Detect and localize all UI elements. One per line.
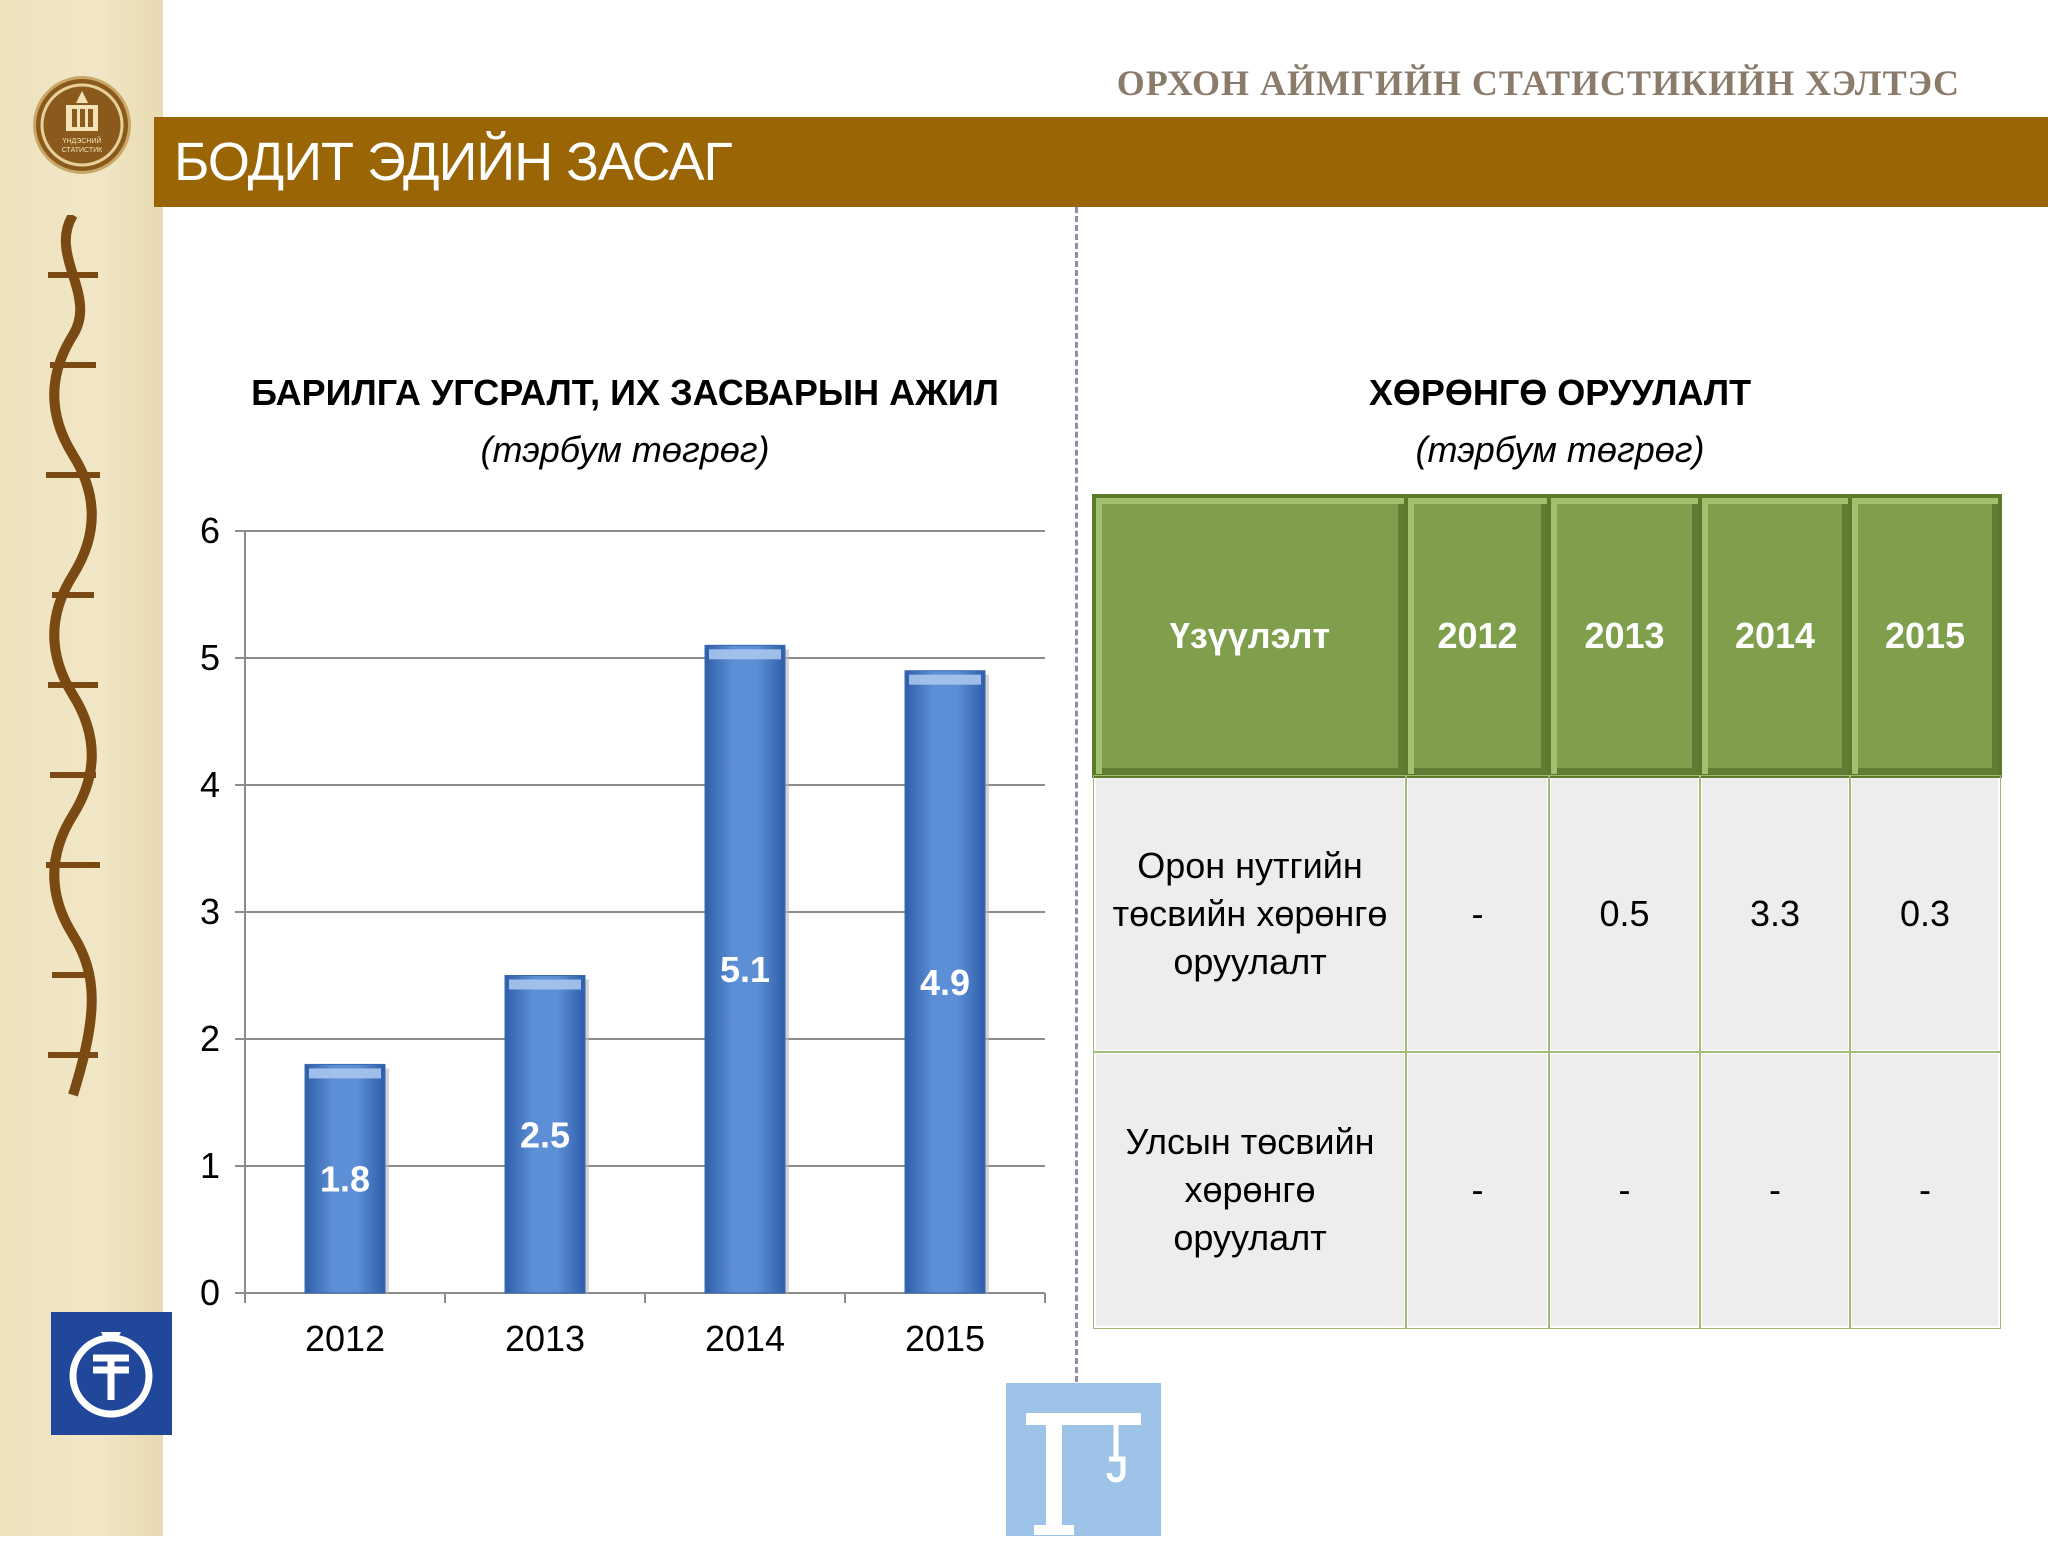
bar-chart: 0 1 2 3 4 5 6 1.8 2012 2.5 2013 5.1 2014 4.9 2015	[200, 510, 1046, 1359]
section-divider	[1075, 207, 1078, 1382]
organization-title: ОРХОН АЙМГИЙН СТАТИСТИКИЙН ХЭЛТЭС	[1116, 63, 1960, 103]
chart-subtitle: (тэрбум төгрөг)	[480, 429, 770, 470]
table-row: Орон нутгийн төсвийн хөрөнгө оруулалт - …	[1092, 774, 2002, 1054]
table-title: ХӨРӨНГӨ ОРУУЛАЛТ	[1368, 372, 1752, 413]
x-tick-label: 2013	[505, 1318, 585, 1359]
table-cell: 0.5	[1547, 774, 1702, 1054]
table-cell: 3.3	[1698, 774, 1852, 1054]
header-year-2015: 2015	[1848, 494, 2002, 778]
svg-text:СТАТИСТИК: СТАТИСТИК	[62, 147, 103, 154]
table-cell: -	[1404, 1050, 1551, 1330]
bar	[904, 670, 986, 1294]
table-cell: -	[1848, 1050, 2002, 1330]
data-label: 5.1	[720, 949, 770, 990]
table-header-row: Үзүүлэлт 2012 2013 2014 2015	[1092, 494, 2002, 778]
mongolian-script-decoration	[28, 212, 118, 1105]
x-tick-label: 2014	[705, 1318, 785, 1359]
table-row: Улсын төсвийн хөрөнгө оруулалт - - - -	[1092, 1050, 2002, 1330]
y-tick-label: 6	[200, 510, 220, 551]
bar-highlight	[709, 649, 781, 660]
svg-text:ҮНДЭСНИЙ: ҮНДЭСНИЙ	[63, 136, 102, 145]
y-tick-label: 5	[200, 637, 220, 678]
x-tick-label: 2012	[305, 1318, 385, 1359]
bar	[504, 975, 586, 1294]
header-indicator: Үзүүлэлт	[1092, 494, 1408, 778]
left-sidebar: ҮНДЭСНИЙ СТАТИСТИК	[0, 0, 172, 1536]
statistics-office-logo	[51, 1312, 172, 1435]
data-label: 1.8	[320, 1159, 370, 1200]
page-title: БОДИТ ЭДИЙН ЗАСАГ	[174, 132, 733, 192]
y-tick-label: 2	[200, 1018, 220, 1059]
table-cell: 0.3	[1848, 774, 2002, 1054]
x-tick-label: 2015	[905, 1318, 985, 1359]
table-cell: -	[1547, 1050, 1702, 1330]
construction-crane-icon	[1006, 1383, 1161, 1536]
row-label: Орон нутгийн төсвийн хөрөнгө оруулалт	[1092, 774, 1408, 1054]
header-year-2013: 2013	[1547, 494, 1702, 778]
bar-highlight	[309, 1068, 381, 1079]
bar-highlight	[509, 979, 581, 990]
header-year-2012: 2012	[1404, 494, 1551, 778]
table-cell: -	[1404, 774, 1551, 1054]
bar-highlight	[909, 674, 981, 685]
y-tick-label: 0	[200, 1272, 220, 1313]
y-tick-label: 4	[200, 764, 220, 805]
data-label: 2.5	[520, 1114, 570, 1155]
table-subtitle: (тэрбум төгрөг)	[1415, 429, 1705, 470]
national-statistics-emblem-icon: ҮНДЭСНИЙ СТАТИСТИК	[33, 76, 131, 174]
bar	[304, 1063, 386, 1294]
investment-table: Үзүүлэлт 2012 2013 2014 2015 Орон нутгий…	[1092, 494, 2002, 1330]
header-year-2014: 2014	[1698, 494, 1852, 778]
row-label: Улсын төсвийн хөрөнгө оруулалт	[1092, 1050, 1408, 1330]
data-label: 4.9	[920, 962, 970, 1003]
y-tick-label: 3	[200, 891, 220, 932]
table-cell: -	[1698, 1050, 1852, 1330]
bar	[704, 644, 786, 1294]
title-banner: БОДИТ ЭДИЙН ЗАСАГ	[154, 117, 2048, 207]
chart-title: БАРИЛГА УГСРАЛТ, ИХ ЗАСВАРЫН АЖИЛ	[251, 372, 999, 413]
y-tick-label: 1	[200, 1145, 220, 1186]
